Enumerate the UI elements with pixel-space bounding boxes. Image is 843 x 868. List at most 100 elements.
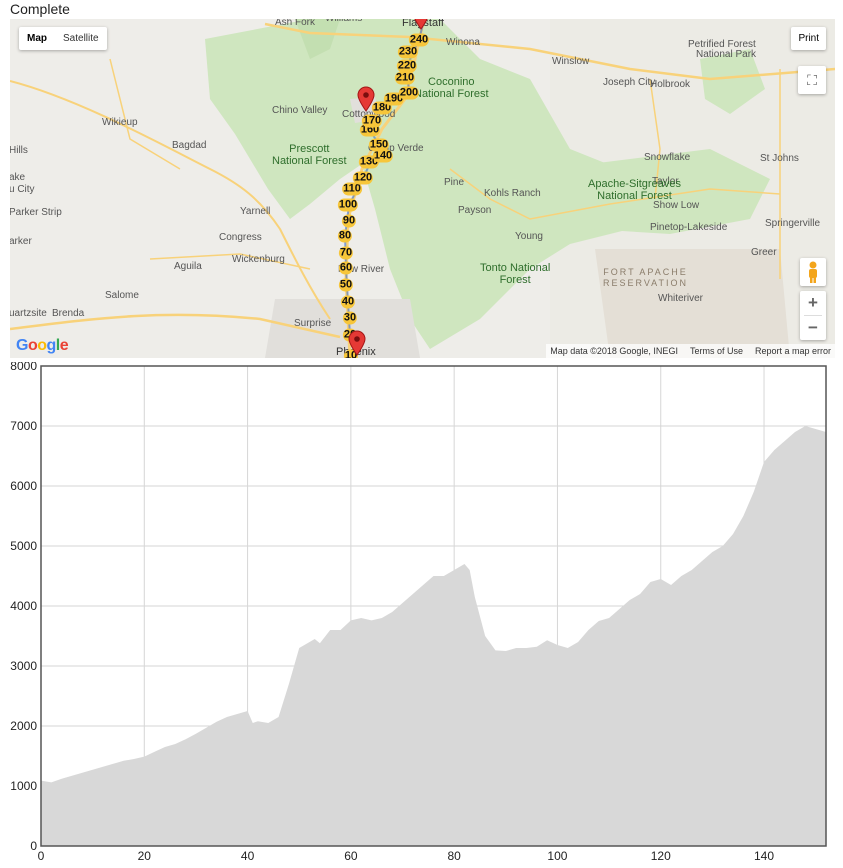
street-view-button[interactable]: [800, 258, 826, 286]
map-terrain: [10, 19, 835, 358]
chart-border: [40, 365, 827, 847]
place-label: Young: [515, 231, 543, 242]
map-pin-icon[interactable]: [412, 19, 430, 30]
mile-marker: 170: [361, 114, 383, 128]
place-label: Pine: [444, 177, 465, 188]
reservation-label-line2: RESERVATION: [603, 278, 689, 288]
place-label: Winslow: [552, 56, 590, 67]
y-tick-label: 8000: [10, 362, 37, 373]
place-label: uartzsite: [10, 308, 47, 319]
mile-marker: 190: [383, 92, 405, 106]
place-label: Show Low: [653, 200, 700, 211]
forest-label-line2: Forest: [499, 274, 531, 286]
place-label: Hills: [10, 145, 28, 156]
place-label: Wickenburg: [232, 254, 285, 265]
reservation-label-line1: FORT APACHE: [603, 267, 688, 277]
place-label: Camp Verde: [368, 143, 424, 154]
map-attribution: Map data ©2018 Google, INEGI Terms of Us…: [546, 344, 835, 358]
place-label: Yarnell: [240, 206, 271, 217]
forest-label: Apache-Sitgreaves National Forest: [588, 178, 681, 202]
report-map-error-link[interactable]: Report a map error: [754, 346, 831, 356]
y-tick-label: 5000: [10, 539, 37, 553]
route-map[interactable]: Ash ForkWilliamsFlagstaffWinonaWinslowPe…: [10, 19, 835, 358]
mile-marker: 80: [337, 229, 353, 243]
place-label: Winona: [446, 37, 480, 48]
place-label: Wikieup: [102, 117, 138, 128]
map-data-credit: Map data ©2018 Google, INEGI: [550, 346, 678, 356]
place-label: u City: [10, 184, 35, 195]
mile-marker: 100: [337, 198, 359, 212]
place-label: Salome: [105, 290, 139, 301]
y-tick-label: 2000: [10, 719, 37, 733]
place-label: Williams: [325, 19, 362, 24]
place-label: Parker Strip: [10, 207, 62, 218]
forest-label-line1: Coconino: [428, 76, 475, 88]
place-label: Brenda: [52, 308, 85, 319]
elevation-chart-svg: 0 1000 2000 3000 4000 5000 6000 7000 8000 0 20 40 60…: [10, 359, 827, 863]
mile-marker: 150: [368, 138, 390, 152]
forest-label-line2: National Forest: [597, 190, 672, 202]
x-tick-label: 120: [651, 849, 671, 863]
place-label: Snowflake: [644, 152, 691, 163]
y-tick-label: 6000: [10, 479, 37, 493]
map-type-map-button[interactable]: Map: [27, 33, 47, 44]
elevation-chart: 0 1000 2000 3000 4000 5000 6000 7000 8000 0 20 40 60…: [0, 359, 843, 863]
zoom-divider: [804, 315, 822, 316]
y-tick-label: 4000: [10, 599, 37, 613]
forest-label: Tonto National Forest: [480, 262, 550, 286]
forest-label-line1: Tonto National: [480, 262, 551, 274]
mile-marker: 110: [342, 182, 362, 196]
place-label: Joseph City: [603, 77, 656, 88]
print-button[interactable]: Print: [791, 27, 826, 50]
map-pin-icon[interactable]: [348, 330, 366, 356]
y-tick-label: 3000: [10, 659, 37, 673]
status-text: Complete: [10, 1, 70, 17]
forest-label-line2: National Forest: [272, 155, 347, 167]
mile-marker: 210: [394, 71, 416, 85]
mile-marker: 40: [340, 295, 356, 309]
mile-marker: 230: [397, 45, 419, 59]
place-label: National Park: [696, 49, 757, 60]
zoom-control: + −: [800, 291, 826, 340]
place-label: Kohls Ranch: [484, 188, 541, 199]
place-label: Surprise: [294, 318, 332, 329]
terms-of-use-link[interactable]: Terms of Use: [689, 346, 743, 356]
place-label: arker: [10, 236, 32, 247]
place-label: St Johns: [760, 153, 799, 164]
forest-label: Coconino National Forest: [414, 76, 489, 100]
pegman-icon: [809, 261, 817, 283]
place-label: Bagdad: [172, 140, 207, 151]
place-label: Whiteriver: [658, 293, 704, 304]
x-tick-label: 80: [447, 849, 461, 863]
fullscreen-button[interactable]: ⛶: [798, 66, 826, 94]
mile-marker: 220: [396, 59, 418, 73]
y-tick-label: 7000: [10, 419, 37, 433]
elevation-area: [41, 426, 826, 846]
map-pin-icon[interactable]: [357, 86, 375, 112]
place-label: Ash Fork: [275, 19, 316, 28]
zoom-in-button[interactable]: +: [808, 293, 818, 312]
mile-marker: 200: [398, 86, 420, 100]
place-label: Pinetop-Lakeside: [650, 222, 728, 233]
x-tick-label: 20: [138, 849, 152, 863]
place-label: Springerville: [765, 218, 821, 229]
mile-marker: 30: [342, 311, 358, 325]
x-tick-label: 40: [241, 849, 255, 863]
mile-marker: 70: [338, 246, 354, 260]
place-label: Petrified Forest: [688, 39, 756, 50]
place-label: Congress: [219, 232, 262, 243]
forest-label: Prescott National Forest: [272, 143, 347, 167]
x-tick-label: 0: [38, 849, 45, 863]
mile-marker: 240: [408, 33, 430, 47]
map-type-control[interactable]: Map Satellite: [19, 27, 107, 50]
mile-marker: 50: [338, 278, 354, 292]
map-type-satellite-button[interactable]: Satellite: [63, 33, 99, 44]
x-tick-label: 60: [344, 849, 358, 863]
zoom-out-button[interactable]: −: [808, 318, 818, 337]
forest-label-line2: National Forest: [414, 88, 489, 100]
google-logo[interactable]: Google: [16, 337, 69, 354]
mile-marker: 120: [352, 171, 374, 185]
place-label: New River: [338, 264, 385, 275]
mile-marker: 90: [341, 214, 357, 228]
forest-label-line1: Prescott: [289, 143, 330, 155]
